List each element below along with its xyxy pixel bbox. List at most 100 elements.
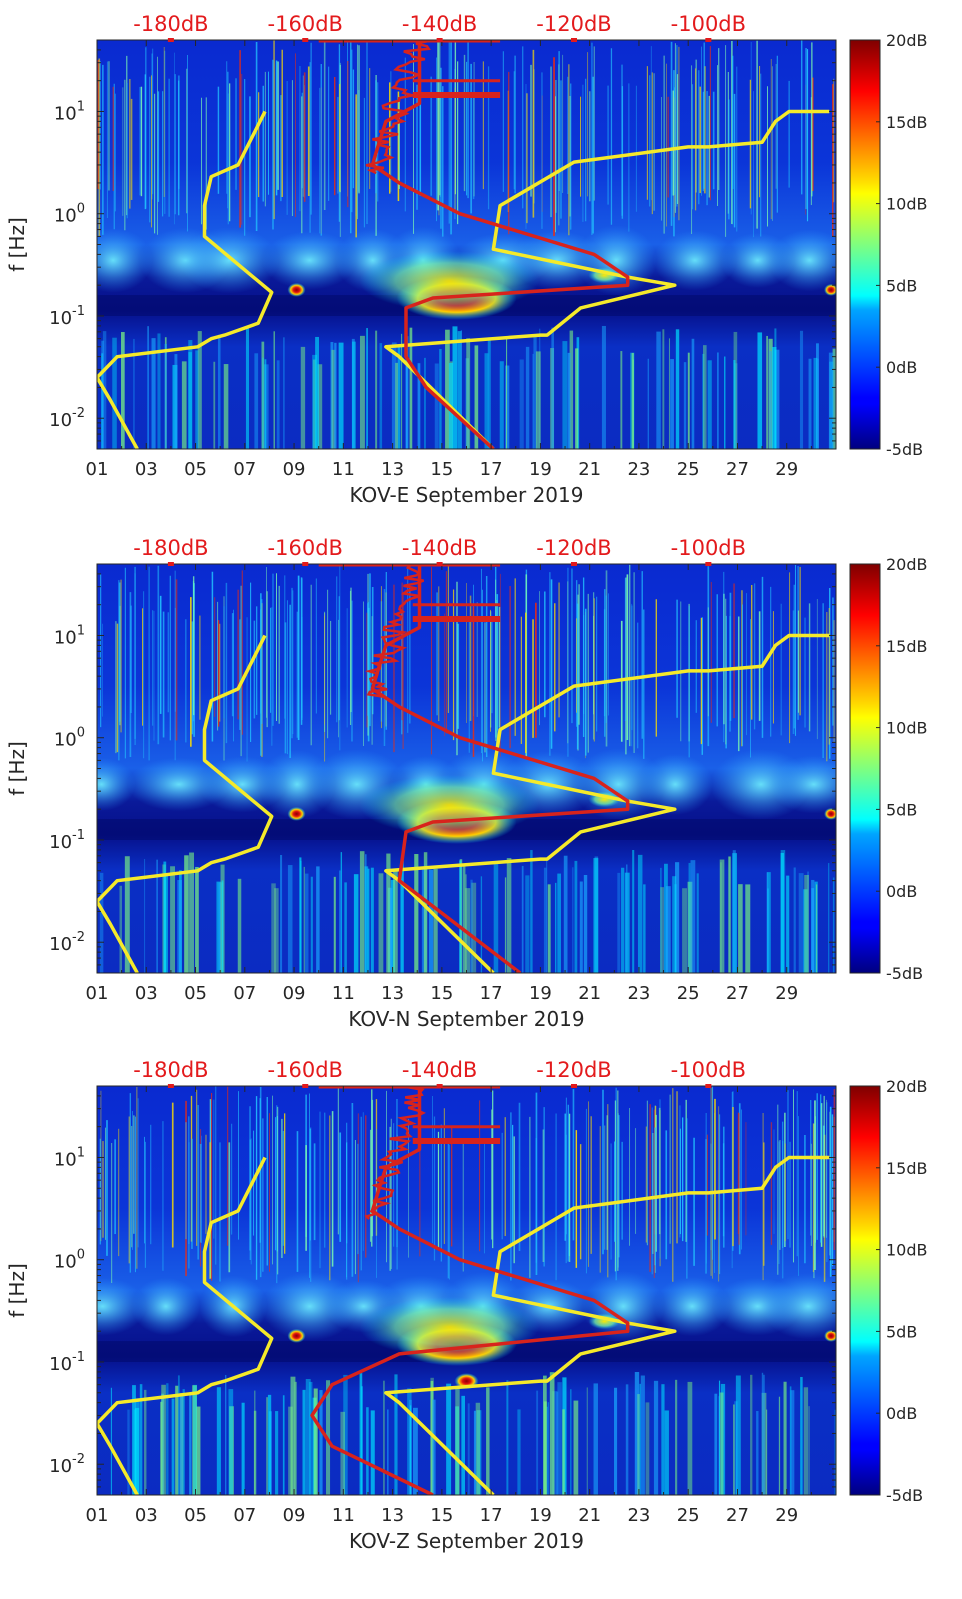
lowfreq-column (536, 1390, 539, 1495)
lowfreq-column (471, 882, 477, 973)
x-axis-label: KOV-E September 2019 (350, 483, 584, 507)
lowfreq-column (151, 338, 156, 449)
lowfreq-column (338, 342, 344, 449)
lowfreq-column (112, 337, 117, 449)
lowfreq-column (719, 859, 725, 973)
lowfreq-column (554, 882, 557, 973)
colorbar (850, 1086, 880, 1495)
microseism-band (97, 757, 136, 811)
x-tick-label: 15 (430, 1505, 453, 1526)
event-spot (824, 283, 836, 296)
lowfreq-column (393, 871, 398, 973)
lowfreq-column (464, 874, 467, 973)
top-db-label: -140dB (402, 12, 477, 36)
lowfreq-column (338, 870, 341, 973)
lowfreq-column (664, 1410, 669, 1495)
microseism-band (637, 753, 713, 815)
lowfreq-column (305, 1378, 311, 1495)
lowfreq-column (735, 1375, 741, 1495)
lowfreq-column (401, 333, 403, 449)
lowfreq-column (386, 853, 391, 973)
event-spot (287, 1328, 306, 1343)
lowfreq-column (300, 860, 302, 973)
lowfreq-column (687, 881, 693, 973)
microseism-band (653, 1276, 731, 1337)
lowfreq-column (575, 348, 579, 449)
colorbar (850, 40, 880, 449)
lowfreq-column (530, 850, 533, 973)
colorbar-frame (849, 563, 881, 974)
microseism-band (761, 1273, 836, 1340)
lowfreq-column (719, 1392, 724, 1495)
lowfreq-column (124, 856, 130, 973)
lowfreq-column (433, 868, 438, 973)
lowfreq-column (807, 871, 809, 973)
lowfreq-column (525, 346, 530, 449)
colorbar-label: 20dB (886, 31, 928, 50)
lowfreq-column (813, 357, 818, 449)
lowfreq-column (653, 1380, 659, 1495)
lowfreq-column (562, 1409, 565, 1495)
x-tick-label: 03 (135, 983, 158, 1004)
x-tick-label: 21 (578, 983, 601, 1004)
top-db-label: -120dB (536, 12, 611, 36)
x-tick-label: 07 (233, 1505, 256, 1526)
lowfreq-column (221, 880, 224, 973)
x-tick-label: 07 (233, 459, 256, 480)
lowfreq-column (687, 1381, 693, 1495)
lowfreq-column (556, 1391, 559, 1495)
lowfreq-column (811, 879, 815, 973)
colorbar-label: 10dB (886, 1241, 928, 1260)
colorbar-label: 10dB (886, 195, 928, 214)
lowfreq-column (750, 1374, 753, 1495)
lowfreq-column (144, 858, 146, 973)
lowfreq-column (625, 1384, 629, 1495)
lowfreq-column (193, 1384, 197, 1495)
new-low-noise-model-line (384, 1155, 830, 1495)
lowfreq-column (340, 1411, 346, 1495)
lowfreq-column (734, 363, 738, 449)
lowfreq-column (189, 1394, 192, 1495)
lowfreq-column (237, 878, 242, 973)
lowfreq-column (470, 879, 473, 973)
lowfreq-column (366, 328, 369, 449)
lowfreq-column (732, 850, 736, 973)
x-tick-label: 17 (480, 459, 503, 480)
colorbar-label: 5dB (886, 800, 917, 819)
lowfreq-column (290, 1376, 296, 1495)
microseism-band (97, 1277, 147, 1336)
y-tick-label: 10-1 (49, 828, 85, 853)
lowfreq-column (476, 1410, 482, 1495)
lowfreq-column (718, 1380, 721, 1495)
lowfreq-column (670, 359, 674, 449)
x-tick-label: 29 (775, 983, 798, 1004)
x-tick-label: 23 (627, 1505, 650, 1526)
lowfreq-column (254, 353, 259, 449)
lowfreq-column (668, 338, 671, 449)
colorbar-label: 15dB (886, 113, 928, 132)
lowfreq-column (177, 880, 182, 973)
lowfreq-column (506, 338, 508, 449)
lowfreq-column (640, 1375, 645, 1495)
colorbar-label: 20dB (886, 555, 928, 574)
lowfreq-column (344, 882, 347, 973)
lowfreq-column (351, 338, 355, 449)
lowfreq-column (761, 1372, 764, 1495)
lowfreq-column (557, 873, 561, 973)
lowfreq-column (790, 1390, 795, 1495)
lowfreq-column (798, 873, 804, 973)
lowfreq-column (273, 331, 275, 449)
lowfreq-column (828, 863, 830, 973)
colorbar (850, 564, 880, 973)
lowfreq-column (119, 885, 123, 973)
microseism-band (97, 228, 153, 293)
lowfreq-column (184, 855, 189, 973)
x-tick-label: 01 (86, 1505, 109, 1526)
spectrogram-0 (97, 40, 836, 449)
x-axis-label: KOV-Z September 2019 (349, 1529, 584, 1553)
lowfreq-column (299, 857, 302, 973)
lowfreq-column (662, 329, 665, 449)
lowfreq-column (282, 1395, 285, 1495)
lowfreq-column (465, 888, 471, 973)
lowfreq-column (724, 356, 726, 449)
